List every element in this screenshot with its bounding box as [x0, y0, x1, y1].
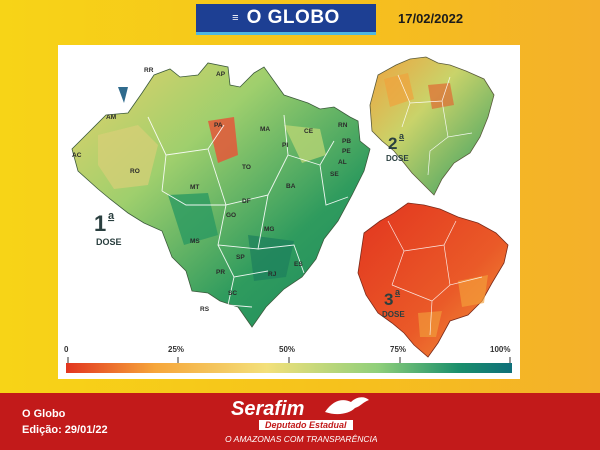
svg-text:DOSE: DOSE — [96, 237, 122, 247]
o-globo-logo: ≡ O GLOBO — [196, 4, 376, 35]
state-label-ap: AP — [216, 71, 226, 78]
svg-text:a: a — [395, 287, 401, 297]
state-label-sc: SC — [228, 290, 237, 297]
state-label-ce: CE — [304, 128, 314, 135]
state-label-df: DF — [242, 198, 251, 205]
signature-role: Deputado Estadual — [259, 420, 353, 430]
dove-icon — [325, 397, 369, 415]
state-label-pe: PE — [342, 148, 351, 155]
state-label-pr: PR — [216, 269, 225, 276]
state-label-rs: RS — [200, 306, 210, 313]
source-credit: O Globo Edição: 29/01/22 — [22, 406, 108, 438]
source-name: O Globo — [22, 408, 66, 420]
state-label-mt: MT — [190, 184, 199, 191]
state-label-al: AL — [338, 159, 347, 166]
svg-text:3: 3 — [384, 290, 393, 309]
menu-icon: ≡ — [232, 12, 239, 24]
svg-text:DOSE: DOSE — [386, 154, 409, 163]
state-label-pb: PB — [342, 138, 351, 145]
svg-text:a: a — [399, 131, 405, 141]
signature-name: Serafim — [231, 398, 305, 420]
state-label-rn: RN — [338, 122, 348, 129]
map-dose-2: 2 a DOSE — [369, 56, 495, 196]
legend-tick-100: 100% — [490, 345, 510, 354]
state-label-sp: SP — [236, 254, 245, 261]
state-label-mg: MG — [264, 226, 274, 233]
svg-text:a: a — [108, 210, 115, 222]
state-label-rj: RJ — [268, 271, 277, 278]
state-label-ro: RO — [130, 168, 140, 175]
state-label-to: TO — [242, 164, 251, 171]
state-label-es: ES — [294, 261, 303, 268]
state-label-se: SE — [330, 171, 339, 178]
state-label-pi: PI — [282, 142, 288, 149]
edition-date: Edição: 29/01/22 — [22, 424, 108, 436]
legend-tick-75: 75% — [390, 345, 406, 354]
state-label-ba: BA — [286, 183, 296, 190]
dose-1-label: 1 a DOSE — [94, 210, 122, 247]
legend-tick-25: 25% — [168, 345, 184, 354]
svg-text:2: 2 — [388, 134, 397, 153]
svg-text:DOSE: DOSE — [382, 310, 405, 319]
color-legend: 0 25% 50% 75% 100% — [64, 345, 512, 373]
map-panel: RR AP AM PA MA CE RN PB PE AL SE PI AC R… — [58, 45, 520, 379]
state-label-ms: MS — [190, 238, 200, 245]
state-label-rr: RR — [144, 67, 154, 74]
state-label-am: AM — [106, 114, 116, 121]
dose-3-label: 3 a DOSE — [382, 287, 405, 319]
state-label-ac: AC — [72, 152, 82, 159]
signature-slogan: O AMAZONAS COM TRANSPARÊNCIA — [225, 434, 378, 444]
state-label-go: GO — [226, 212, 236, 219]
legend-tick-0: 0 — [64, 345, 69, 354]
signature-logo: Serafim Deputado Estadual O AMAZONAS COM… — [225, 394, 378, 448]
brand-name: O GLOBO — [246, 7, 340, 28]
map-dose-3: 3 a DOSE — [357, 202, 509, 358]
svg-text:1: 1 — [94, 211, 106, 236]
header-date: 17/02/2022 — [398, 11, 464, 26]
map-dose-1: RR AP AM PA MA CE RN PB PE AL SE PI AC R… — [71, 62, 371, 328]
legend-tick-50: 50% — [279, 345, 295, 354]
vaccination-maps: RR AP AM PA MA CE RN PB PE AL SE PI AC R… — [64, 56, 512, 373]
dose-2-label: 2 a DOSE — [386, 131, 409, 163]
state-label-pa: PA — [214, 122, 223, 129]
state-label-ma: MA — [260, 126, 270, 133]
